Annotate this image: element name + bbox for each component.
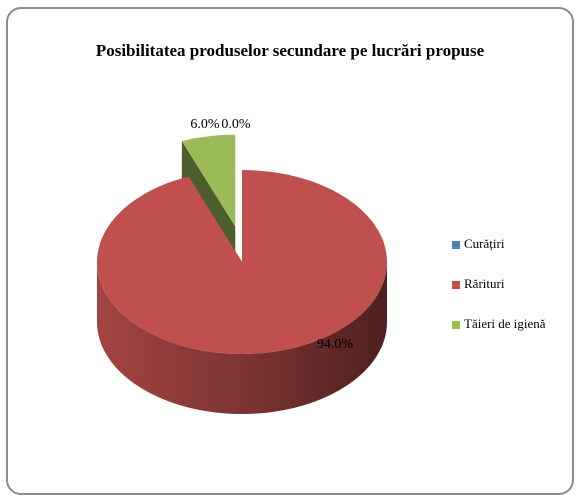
legend-label: Rărituri	[464, 276, 505, 291]
legend-label: Tăieri de igienă	[464, 316, 546, 331]
chart-title: Posibilitatea produselor secundare pe lu…	[96, 41, 485, 60]
legend-label: Curățiri	[464, 236, 505, 251]
data-label: 94.0%	[317, 337, 354, 352]
legend-swatch	[452, 281, 460, 289]
legend-swatch	[452, 321, 460, 329]
pie-slice	[96, 170, 387, 355]
pie-slice	[181, 134, 236, 227]
data-label: 0.0%	[221, 117, 251, 132]
legend-swatch	[452, 241, 460, 249]
pie-side-shade	[97, 262, 387, 414]
data-label: 6.0%	[190, 117, 220, 132]
